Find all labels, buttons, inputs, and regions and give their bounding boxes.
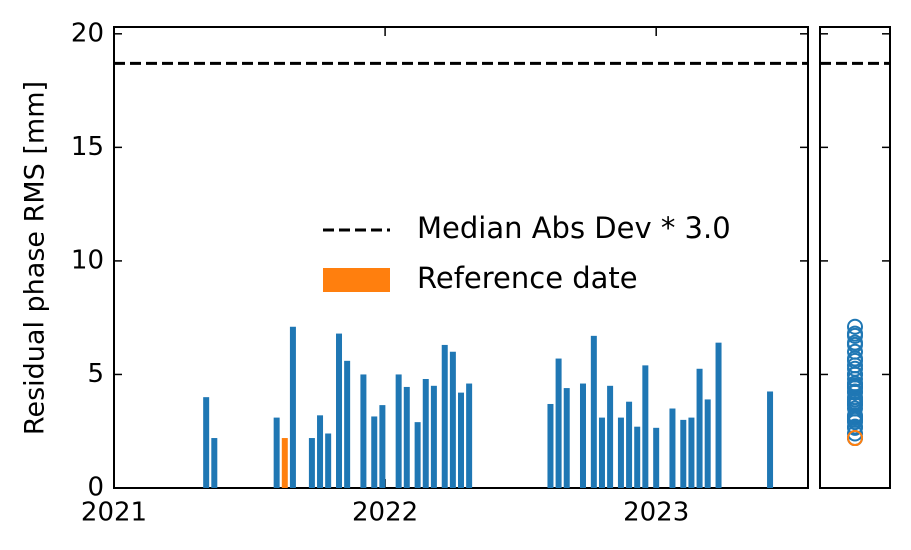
bar [273, 417, 280, 488]
y-tick-label: 15 [71, 132, 104, 162]
bar [626, 401, 633, 488]
bar [547, 403, 554, 488]
distribution-point [847, 360, 863, 377]
distribution-point [847, 334, 863, 351]
bar [688, 417, 695, 488]
bar [598, 417, 605, 488]
reference-point [847, 430, 863, 447]
y-axis-label: Residual phase RMS [mm] [20, 81, 51, 435]
bar [704, 399, 711, 488]
bar [430, 385, 437, 488]
bar [579, 383, 586, 488]
distribution-point [847, 391, 863, 408]
bar [422, 378, 429, 488]
bar [403, 386, 410, 488]
distribution-point [847, 419, 863, 436]
bar [715, 342, 722, 488]
bar [379, 405, 386, 488]
bar [458, 392, 464, 488]
bar [617, 417, 624, 488]
distribution-point [847, 318, 863, 335]
bar [211, 438, 218, 488]
bar [317, 415, 324, 488]
distribution-point [847, 327, 863, 344]
bar [680, 419, 687, 488]
bar [289, 326, 296, 488]
bar [466, 383, 473, 488]
bar [344, 360, 351, 488]
distribution-point [847, 400, 863, 417]
legend-label: Median Abs Dev * 3.0 [417, 211, 731, 245]
bar [371, 416, 378, 488]
bar [555, 358, 562, 488]
bar [607, 385, 614, 488]
legend-label: Reference date [417, 261, 638, 295]
bar [563, 388, 570, 488]
bar [203, 397, 210, 488]
bar [414, 422, 421, 488]
side-frame [819, 26, 891, 489]
bar [669, 408, 676, 488]
bar [441, 344, 448, 488]
y-tick-label: 20 [71, 18, 104, 48]
bar [395, 374, 402, 488]
legend-reference-swatch [323, 268, 390, 292]
reference-bar [281, 438, 288, 488]
bar [653, 427, 660, 488]
distribution-point [847, 409, 863, 426]
y-tick-label: 10 [71, 245, 104, 275]
bar [696, 368, 703, 488]
bar [767, 391, 774, 488]
bar [634, 426, 641, 488]
y-tick-label: 0 [87, 473, 104, 503]
x-tick-label: 2022 [352, 498, 418, 528]
bar [449, 351, 456, 488]
bar [325, 433, 332, 488]
distribution-point [847, 350, 863, 367]
bar [590, 335, 597, 488]
y-tick-label: 5 [87, 359, 104, 389]
bar [308, 438, 315, 488]
bar [642, 365, 649, 488]
x-tick-label: 2021 [81, 498, 147, 528]
bar [336, 333, 343, 488]
x-tick-label: 2023 [623, 498, 689, 528]
distribution-point [847, 383, 863, 400]
bar [360, 374, 367, 488]
